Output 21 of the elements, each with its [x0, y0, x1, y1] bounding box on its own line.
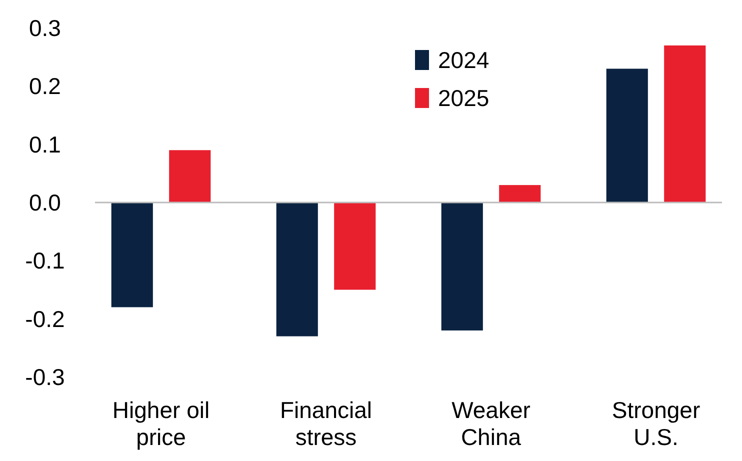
bar — [441, 202, 483, 330]
y-tick-label: 0.0 — [29, 190, 61, 216]
y-tick-label: -0.1 — [25, 248, 65, 274]
x-tick-label: Higher oil price — [112, 397, 210, 450]
x-tick-label: Stronger U.S. — [612, 397, 700, 450]
y-tick-label: 0.3 — [29, 15, 61, 42]
bar — [276, 202, 318, 336]
bar — [111, 202, 153, 308]
bar — [334, 202, 376, 290]
bar — [499, 185, 541, 202]
x-tick-label: Weaker China — [452, 397, 531, 450]
y-tick-label: 0.2 — [29, 73, 61, 100]
legend-label: 2025 — [438, 85, 490, 112]
bar — [169, 150, 211, 202]
y-tick-label: -0.2 — [25, 306, 65, 332]
bar — [606, 68, 648, 202]
x-tick-label: Financial stress — [280, 397, 372, 450]
y-tick-label: -0.3 — [25, 364, 65, 390]
bar — [664, 45, 706, 202]
y-tick-label: 0.1 — [29, 131, 61, 158]
legend-label: 2024 — [438, 47, 490, 74]
